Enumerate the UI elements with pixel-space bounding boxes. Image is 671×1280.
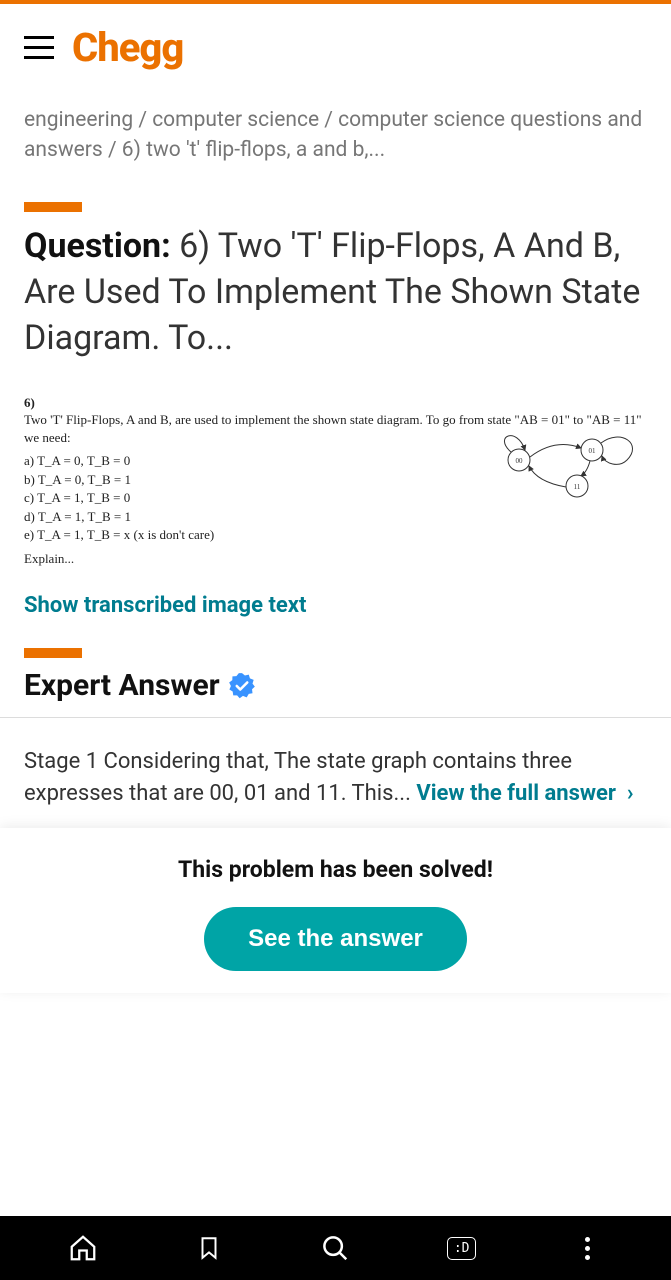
expert-answer-header: Expert Answer [0, 668, 671, 718]
bottom-nav: :D [0, 1216, 671, 1280]
option-d: d) T_A = 1, T_B = 1 [24, 508, 647, 526]
more-icon[interactable] [567, 1227, 609, 1269]
section-accent [24, 648, 82, 658]
breadcrumb-text: engineering / computer science / compute… [24, 108, 642, 162]
menu-icon[interactable] [24, 36, 54, 59]
header: Chegg [0, 4, 671, 87]
emoji-icon[interactable]: :D [441, 1227, 483, 1269]
svg-text:00: 00 [516, 457, 524, 465]
option-e: e) T_A = 1, T_B = x (x is don't care) [24, 526, 647, 544]
question-label: Question: [24, 226, 171, 266]
bookmark-icon[interactable] [188, 1227, 230, 1269]
state-diagram: 00 01 11 [497, 430, 647, 500]
section-accent [24, 202, 82, 212]
search-icon[interactable] [314, 1227, 356, 1269]
home-icon[interactable] [62, 1227, 104, 1269]
expert-answer-label: Expert Answer [24, 668, 220, 703]
emoji-label: :D [447, 1237, 477, 1260]
question-image[interactable]: 6) Two 'T' Flip-Flops, A and B, are used… [24, 394, 647, 568]
problem-number: 6) [24, 394, 647, 412]
explain-label: Explain... [24, 550, 647, 568]
logo[interactable]: Chegg [72, 24, 183, 71]
show-transcribed-link[interactable]: Show transcribed image text [0, 583, 671, 618]
answer-preview: Stage 1 Considering that, The state grap… [0, 718, 671, 810]
svg-text:11: 11 [574, 483, 581, 491]
solved-title: This problem has been solved! [24, 856, 647, 883]
question-title: Question: 6) Two 'T' Flip-Flops, A And B… [0, 224, 671, 362]
solved-banner: This problem has been solved! See the an… [0, 828, 671, 993]
svg-text:01: 01 [589, 447, 597, 455]
view-full-answer-link[interactable]: View the full answer › [416, 781, 633, 806]
verified-icon [228, 672, 256, 700]
see-answer-button[interactable]: See the answer [204, 907, 467, 971]
breadcrumb[interactable]: engineering / computer science / compute… [0, 87, 671, 178]
